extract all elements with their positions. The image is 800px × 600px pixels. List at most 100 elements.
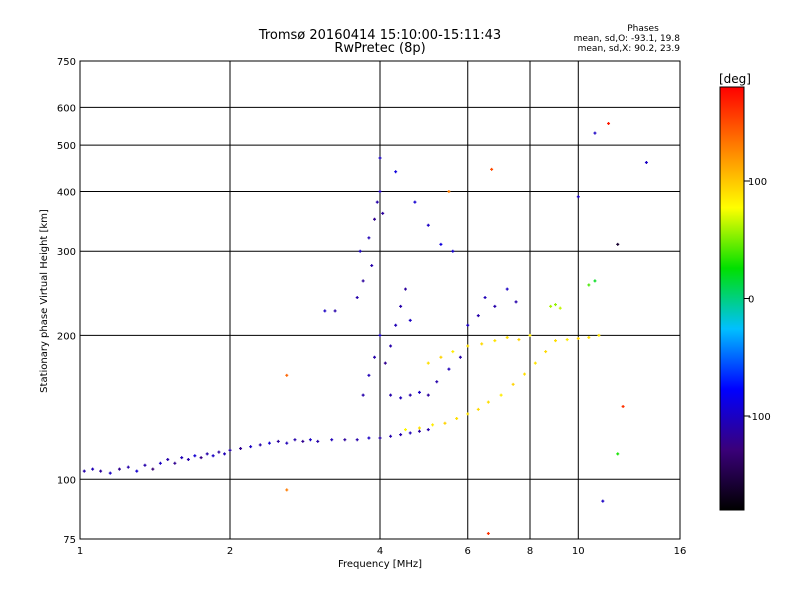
scatter-point (308, 438, 312, 442)
scatter-point (408, 431, 412, 435)
scatter-point (403, 287, 407, 291)
scatter-point (616, 242, 620, 246)
colorbar (719, 86, 745, 511)
scatter-point (593, 131, 597, 135)
scatter-point (466, 344, 470, 348)
scatter-point (644, 160, 648, 164)
scatter-point (117, 467, 121, 471)
scatter-point (143, 463, 147, 467)
scatter-point (480, 342, 484, 346)
scatter-point (158, 461, 162, 465)
scatter-point (258, 443, 262, 447)
scatter-point (517, 338, 521, 342)
scatter-point (455, 417, 459, 421)
colorbar-tick-label: 100 (748, 177, 767, 188)
scatter-point (439, 242, 443, 246)
x-tick-label: 10 (572, 546, 585, 557)
scatter-point (285, 441, 289, 445)
scatter-point (607, 122, 611, 126)
scatter-point (528, 333, 532, 337)
scatter-point (211, 454, 215, 458)
scatter-points (82, 122, 648, 536)
scatter-point (193, 454, 197, 458)
scatter-point (367, 373, 371, 377)
scatter-point (616, 452, 620, 456)
scatter-point (553, 303, 557, 307)
x-tick-label: 2 (227, 546, 233, 557)
scatter-point (82, 469, 86, 473)
scatter-point (486, 532, 490, 536)
y-tick-label: 400 (57, 187, 76, 198)
scatter-point (505, 335, 509, 339)
scatter-point (458, 355, 462, 359)
scatter-point (373, 217, 377, 221)
scatter-point (426, 428, 430, 432)
colorbar-tick-label: -100 (748, 412, 771, 423)
y-tick-label: 100 (57, 475, 76, 486)
x-tick-labels: 1 2 4 6 8 10 16 (77, 546, 687, 557)
y-tick-label: 300 (57, 247, 76, 258)
scatter-point (173, 461, 177, 465)
stats-line-o: mean, sd,O: -93.1, 19.8 (574, 34, 681, 44)
scatter-point (443, 421, 447, 425)
x-axis-label: Frequency [MHz] (338, 559, 422, 570)
scatter-point (549, 304, 553, 308)
scatter-point (544, 350, 548, 354)
scatter-point (565, 338, 569, 342)
scatter-point (587, 283, 591, 287)
scatter-point (389, 393, 393, 397)
scatter-point (426, 223, 430, 227)
scatter-point (408, 318, 412, 322)
scatter-point (394, 323, 398, 327)
colorbar-ticks: 100 0 -100 (744, 177, 771, 423)
scatter-point (91, 467, 95, 471)
scatter-point (553, 339, 557, 343)
scatter-point (499, 393, 503, 397)
scatter-point (199, 456, 203, 460)
scatter-point (476, 407, 480, 411)
scatter-point (523, 372, 527, 376)
scatter-point (378, 156, 382, 160)
y-tick-labels: 75 100 200 300 400 500 600 750 (57, 57, 76, 546)
scatter-point (490, 167, 494, 171)
x-tick-label: 6 (465, 546, 471, 557)
y-tick-label: 75 (63, 535, 76, 546)
scatter-point (378, 189, 382, 193)
scatter-point (223, 452, 227, 456)
scatter-point (108, 471, 112, 475)
scatter-point (151, 467, 155, 471)
scatter-point (399, 396, 403, 400)
scatter-point (375, 200, 379, 204)
scatter-point (333, 309, 337, 313)
scatter-point (135, 469, 139, 473)
scatter-point (301, 439, 305, 443)
scatter-point (466, 323, 470, 327)
scatter-point (370, 264, 374, 268)
scatter-point (417, 390, 421, 394)
scatter-point (343, 438, 347, 442)
scatter-point (601, 499, 605, 503)
scatter-point (186, 457, 190, 461)
scatter-point (389, 434, 393, 438)
scatter-point (486, 400, 490, 404)
scatter-point (439, 355, 443, 359)
scatter-point (403, 428, 407, 432)
scatter-point (505, 287, 509, 291)
scatter-point (408, 393, 412, 397)
scatter-point (593, 279, 597, 283)
scatter-point (558, 306, 562, 310)
scatter-point (576, 337, 580, 341)
colorbar-tick-label: 0 (748, 295, 754, 306)
stats-heading: Phases (627, 24, 659, 34)
scatter-point (367, 436, 371, 440)
scatter-point (511, 382, 515, 386)
colorbar-label: [deg] (719, 72, 751, 86)
scatter-point (514, 300, 518, 304)
scatter-point (361, 279, 365, 283)
scatter-point (249, 445, 253, 449)
scatter-point (285, 488, 289, 492)
y-tick-label: 500 (57, 141, 76, 152)
chart-title: Tromsø 20160414 15:10:00-15:11:43 (258, 28, 501, 43)
scatter-point (358, 249, 362, 253)
scatter-point (621, 404, 625, 408)
